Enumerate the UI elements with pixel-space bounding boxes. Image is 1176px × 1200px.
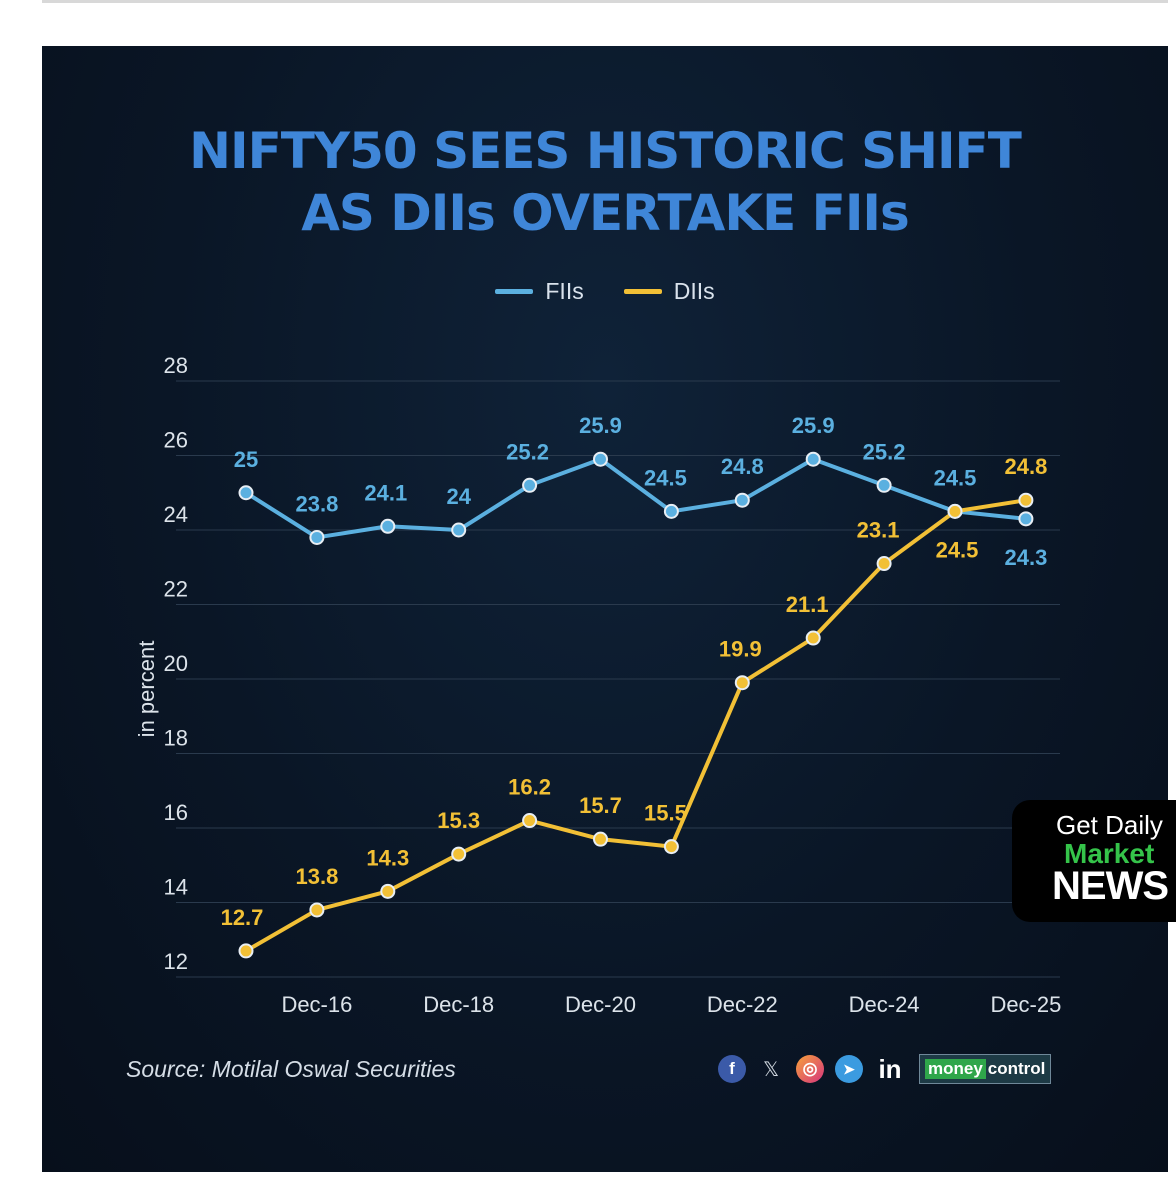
- x-tick-label: Dec-22: [707, 992, 778, 1017]
- data-point-dii: [876, 556, 892, 572]
- series-line-fii: [244, 457, 1027, 540]
- data-point-fii: [1018, 511, 1034, 527]
- data-label-dii: 12.7: [221, 905, 264, 930]
- data-point-dii: [663, 839, 679, 855]
- data-label-fii: 25.2: [506, 439, 549, 464]
- data-point-fii: [522, 477, 538, 493]
- data-label-dii: 15.7: [579, 793, 622, 818]
- y-tick-label: 14: [164, 875, 188, 900]
- data-label-dii: 14.3: [366, 845, 409, 870]
- y-tick-label: 24: [164, 502, 188, 527]
- y-tick-label: 26: [164, 428, 188, 453]
- x-tick-label: Dec-18: [423, 992, 494, 1017]
- data-label-fii: 23.8: [295, 491, 338, 516]
- data-label-dii: 23.1: [857, 518, 900, 543]
- social-bar: f 𝕏 ◎ ➤ in money control: [718, 1053, 1052, 1084]
- data-label-dii: 13.8: [295, 864, 338, 889]
- y-tick-label: 16: [164, 800, 188, 825]
- data-label-dii: 15.3: [437, 808, 480, 833]
- linkedin-icon[interactable]: in: [878, 1053, 902, 1084]
- telegram-icon[interactable]: ➤: [835, 1055, 863, 1083]
- legend-label-dii: DIIs: [673, 278, 715, 304]
- legend-swatch-fii: [495, 289, 534, 294]
- x-tick-label: Dec-24: [849, 992, 920, 1017]
- line-chart: 12 14 16 18 20 22 24 26 28 Dec-16 Dec-18 Dec-20 Dec-…: [134, 353, 1061, 1017]
- data-label-fii: 24.5: [934, 465, 977, 490]
- market-news-promo[interactable]: Get Daily Market NEWS: [1012, 800, 1176, 922]
- data-point-fii: [805, 451, 821, 467]
- y-tick-label: 20: [164, 651, 188, 676]
- promo-line-3: NEWS: [1052, 864, 1169, 908]
- data-label-dii: 24.5: [936, 537, 979, 562]
- y-tick-label: 28: [164, 353, 188, 378]
- data-label-fii: 25.2: [863, 439, 906, 464]
- data-point-dii: [309, 902, 325, 918]
- x-icon[interactable]: 𝕏: [762, 1058, 780, 1081]
- y-tick-label: 22: [164, 577, 188, 602]
- data-point-dii: [380, 883, 396, 899]
- data-label-dii: 19.9: [719, 637, 762, 662]
- x-tick-label: Dec-20: [565, 992, 636, 1017]
- data-point-dii: [522, 813, 538, 829]
- data-point-dii: [238, 943, 254, 959]
- data-point-dii: [1018, 492, 1034, 508]
- data-point-fii: [663, 503, 679, 519]
- moneycontrol-logo-part2: control: [987, 1059, 1046, 1078]
- promo-line-2: Market: [1064, 838, 1155, 869]
- data-point-dii: [451, 846, 467, 862]
- data-label-fii: 24.3: [1004, 545, 1047, 570]
- y-tick-label: 12: [164, 949, 188, 974]
- data-label-fii: 24.1: [364, 480, 407, 505]
- data-label-fii: 25: [234, 447, 258, 472]
- data-label-dii: 24.8: [1004, 454, 1047, 479]
- data-label-fii: 25.9: [792, 413, 835, 438]
- facebook-icon[interactable]: f: [718, 1055, 746, 1083]
- data-point-fii: [380, 518, 396, 534]
- moneycontrol-logo-part1: money: [925, 1059, 986, 1079]
- data-label-fii: 24: [446, 484, 471, 509]
- y-tick-label: 18: [164, 726, 188, 751]
- instagram-icon[interactable]: ◎: [796, 1055, 824, 1083]
- chart-title: NIFTY50 SEES HISTORIC SHIFT AS DIIs OVER…: [42, 120, 1168, 244]
- data-point-fii: [734, 492, 750, 508]
- x-tick-label: Dec-25: [990, 992, 1061, 1017]
- promo-line-1: Get Daily: [1056, 810, 1163, 840]
- data-point-dii: [805, 630, 821, 646]
- legend-item-dii: DIIs: [623, 278, 715, 305]
- data-point-dii: [593, 831, 608, 847]
- data-label-fii: 24.5: [644, 465, 687, 490]
- y-axis-label: in percent: [134, 641, 159, 738]
- legend-label-fii: FIIs: [545, 278, 584, 304]
- data-label-fii: 25.9: [579, 413, 622, 438]
- chart-title-line-1: NIFTY50 SEES HISTORIC SHIFT: [189, 122, 1022, 180]
- data-point-fii: [309, 529, 325, 545]
- chart-title-line-2: AS DIIs OVERTAKE FIIs: [301, 184, 910, 242]
- x-tick-label: Dec-16: [281, 992, 352, 1017]
- data-label-fii: 24.8: [721, 454, 764, 479]
- top-divider: [42, 0, 1168, 3]
- source-note: Source: Motilal Oswal Securities: [126, 1056, 456, 1082]
- data-point-dii: [734, 675, 750, 691]
- chart-legend: FIIs DIIs: [42, 278, 1168, 305]
- data-point-fii: [593, 451, 608, 467]
- data-point-fii: [238, 485, 254, 501]
- data-label-dii: 16.2: [508, 775, 551, 800]
- legend-item-fii: FIIs: [495, 278, 584, 305]
- data-point-fii: [451, 522, 467, 538]
- legend-swatch-dii: [623, 289, 662, 294]
- data-label-dii: 21.1: [786, 592, 829, 617]
- data-label-dii: 15.5: [644, 801, 687, 826]
- data-point-fii: [876, 477, 892, 493]
- moneycontrol-logo: money control: [919, 1054, 1052, 1084]
- infographic-card: NIFTY50 SEES HISTORIC SHIFT AS DIIs OVER…: [42, 46, 1168, 1172]
- data-point-dii: [947, 503, 963, 519]
- series-line-dii: [244, 498, 1027, 953]
